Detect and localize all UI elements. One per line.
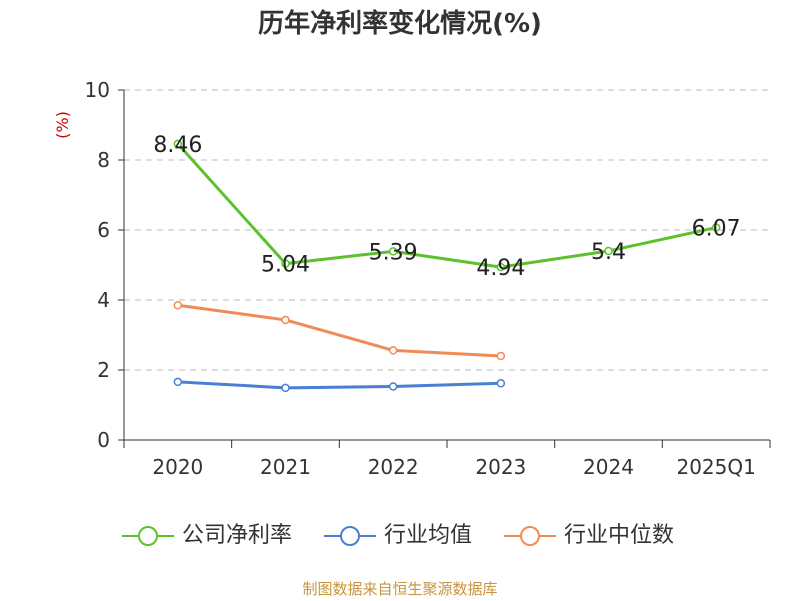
- data-point: [173, 301, 183, 310]
- source-footer: 制图数据来自恒生聚源数据库: [302, 580, 498, 598]
- legend: 公司净利率 行业均值 行业中位数: [0, 518, 800, 554]
- x-tick-label: 2022: [368, 455, 419, 479]
- data-label: 6.07: [692, 217, 741, 242]
- legend-item-industry-mean[interactable]: 行业均值: [322, 518, 472, 554]
- data-point: [604, 246, 613, 256]
- data-point: [496, 262, 506, 272]
- data-labels: 8.46 5.04 5.39 4.94 5.4 6.07: [153, 133, 740, 281]
- legend-line-marker-icon: [504, 526, 556, 546]
- x-tick-label: 2023: [475, 455, 526, 479]
- series-line: [177, 303, 501, 358]
- y-tick-label: 10: [85, 78, 110, 102]
- x-tick-label: 2021: [260, 455, 311, 479]
- y-axis-label: (%): [53, 111, 72, 139]
- series-line: [177, 380, 501, 390]
- data-point: [173, 139, 183, 149]
- data-label: 4.94: [476, 256, 525, 281]
- data-point: [496, 379, 506, 388]
- y-tick-label: 0: [97, 428, 110, 452]
- data-point: [281, 259, 290, 268]
- legend-item-industry-median[interactable]: 行业中位数: [502, 518, 674, 554]
- y-tick-label: 6: [97, 218, 110, 242]
- x-tick-label: 2025Q1: [676, 455, 755, 479]
- series-lines: [173, 139, 721, 393]
- data-point: [388, 247, 398, 256]
- data-point: [173, 377, 183, 387]
- legend-item-company[interactable]: 公司净利率: [120, 518, 292, 554]
- y-tick-label: 2: [97, 358, 110, 382]
- data-point: [281, 383, 290, 393]
- legend-line-marker-icon: [324, 526, 376, 546]
- grid-lines: [124, 89, 770, 371]
- data-point: [388, 382, 398, 391]
- data-label: 8.46: [153, 133, 202, 158]
- data-label: 5.39: [369, 240, 418, 265]
- data-point: [711, 223, 721, 232]
- x-tick-label: 2024: [583, 455, 634, 479]
- chart-title: 历年净利率变化情况(%): [258, 9, 542, 39]
- legend-label: 行业均值: [384, 523, 473, 548]
- data-point: [496, 351, 506, 361]
- legend-line-marker-icon: [122, 526, 174, 546]
- legend-label: 公司净利率: [182, 523, 293, 548]
- y-tick-label: 8: [97, 148, 110, 172]
- data-label: 5.4: [591, 240, 626, 265]
- data-label: 5.04: [261, 253, 310, 278]
- data-point: [281, 315, 290, 325]
- data-point: [388, 346, 398, 355]
- series-line: [176, 142, 717, 269]
- legend-label: 行业中位数: [564, 523, 675, 548]
- axes: 0 2 4 6 8 10 2020 2021 2022 2023 2024 2025Q1: [85, 78, 771, 479]
- y-tick-label: 4: [97, 288, 110, 312]
- x-tick-label: 2020: [152, 455, 203, 479]
